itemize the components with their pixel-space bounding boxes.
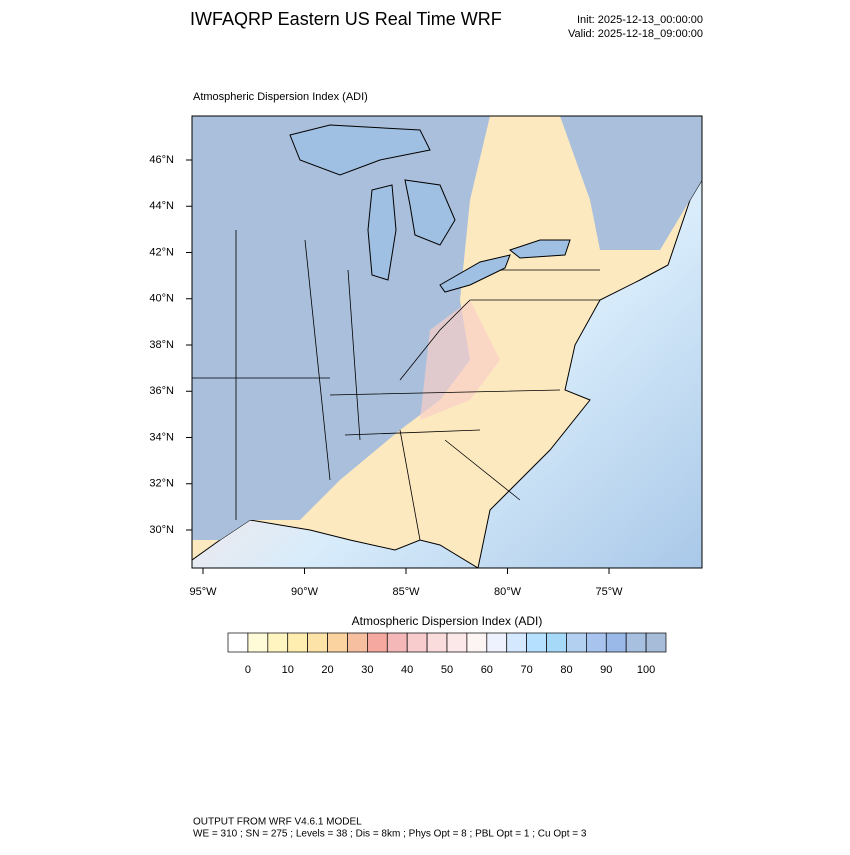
colorbar-box <box>247 632 269 653</box>
colorbar-box <box>406 632 428 653</box>
title: IWFAQRP Eastern US Real Time WRF <box>190 9 502 29</box>
lake-erie <box>439 254 511 293</box>
valid-time: Valid: 2025-12-18_09:00:00 <box>568 28 703 40</box>
lon-label: 90°W <box>291 586 319 598</box>
colorbar-box <box>645 632 667 653</box>
lat-label: 44°N <box>149 200 174 212</box>
colorbar-label: 60 <box>481 664 493 676</box>
map <box>192 116 702 568</box>
colorbar-label: 90 <box>600 664 612 676</box>
colorbar-label: 100 <box>637 664 655 676</box>
colorbar-box <box>625 632 647 653</box>
lake-huron <box>404 179 456 246</box>
colorbar-box <box>287 632 308 653</box>
lon-label: 75°W <box>595 586 623 598</box>
lat-label: 30°N <box>149 524 174 536</box>
state-lines <box>192 230 600 541</box>
footer-line: WE = 310 ; SN = 275 ; Levels = 38 ; Dis … <box>193 829 587 840</box>
lat-label: 34°N <box>149 431 174 443</box>
colorbar-box <box>367 632 388 653</box>
colorbar-label: 70 <box>521 664 533 676</box>
colorbar-box <box>566 632 587 653</box>
colorbar-box <box>546 632 567 653</box>
colorbar-box <box>347 632 368 653</box>
colorbar-title: Atmospheric Dispersion Index (ADI) <box>352 614 543 628</box>
colorbar-label: 50 <box>441 664 453 676</box>
footer-line: OUTPUT FROM WRF V4.6.1 MODEL <box>193 817 362 828</box>
colorbar-box <box>466 632 488 653</box>
lat-label: 40°N <box>149 293 174 305</box>
map-frame <box>191 115 703 569</box>
colorbar-box <box>526 632 547 653</box>
colorbar-label: 40 <box>401 664 413 676</box>
lon-label: 95°W <box>189 586 217 598</box>
colorbar-label: 20 <box>321 664 333 676</box>
lake-ontario <box>508 239 571 259</box>
init-time: Init: 2025-12-13_00:00:00 <box>577 14 703 26</box>
lat-label: 42°N <box>149 246 174 258</box>
colorbar-box <box>267 632 289 653</box>
map-title: Atmospheric Dispersion Index (ADI) <box>193 91 368 103</box>
colorbar-box <box>307 632 328 653</box>
colorbar-box <box>605 632 627 653</box>
colorbar-box <box>227 632 249 653</box>
lon-label: 85°W <box>392 586 420 598</box>
northeast-region <box>560 116 702 250</box>
colorbar-box <box>506 632 527 653</box>
colorbar-box <box>446 632 468 653</box>
colorbar-label: 30 <box>361 664 373 676</box>
colorbar-label: 0 <box>245 664 251 676</box>
lat-label: 38°N <box>149 339 174 351</box>
lat-label: 46°N <box>149 154 174 166</box>
lake-superior <box>289 124 431 176</box>
lake-michigan <box>367 184 397 281</box>
colorbar-box <box>486 632 508 653</box>
colorbar-box <box>586 632 607 653</box>
colorbar-box <box>386 632 408 653</box>
lon-label: 80°W <box>494 586 522 598</box>
colorbar-box <box>327 632 348 653</box>
colorbar-box <box>426 632 448 653</box>
lat-label: 32°N <box>149 478 174 490</box>
colorbar-label: 10 <box>282 664 294 676</box>
lat-label: 36°N <box>149 385 174 397</box>
colorbar-label: 80 <box>560 664 572 676</box>
